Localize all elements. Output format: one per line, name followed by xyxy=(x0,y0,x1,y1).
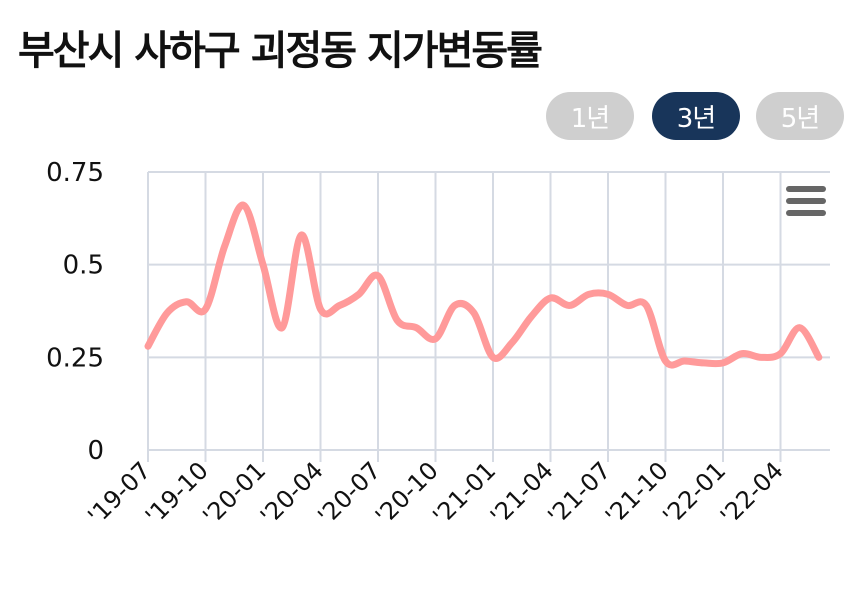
data-point xyxy=(164,310,170,316)
range-selector: 1년 3년 5년 xyxy=(0,92,860,142)
data-point xyxy=(758,354,764,360)
y-tick-label: 0.25 xyxy=(46,343,104,373)
x-tick-label: '19-07 xyxy=(82,456,156,530)
data-point xyxy=(605,291,611,297)
data-point xyxy=(318,306,324,312)
x-tick-label: '22-01 xyxy=(657,456,731,530)
data-point xyxy=(797,325,803,331)
data-point xyxy=(739,351,745,357)
hamburger-menu-icon[interactable] xyxy=(782,184,826,218)
data-point xyxy=(375,273,381,279)
data-point xyxy=(586,291,592,297)
data-point xyxy=(145,343,151,349)
x-tick-label: '21-10 xyxy=(600,456,674,530)
data-point xyxy=(701,360,707,366)
data-point xyxy=(298,232,304,238)
data-point xyxy=(394,317,400,323)
data-point xyxy=(682,358,688,364)
data-point xyxy=(433,336,439,342)
range-3-year-button[interactable]: 3년 xyxy=(652,92,740,140)
range-5-year-button[interactable]: 5년 xyxy=(756,92,844,140)
data-point xyxy=(490,354,496,360)
data-point xyxy=(279,325,285,331)
data-point xyxy=(720,360,726,366)
data-point xyxy=(356,291,362,297)
page-title: 부산시 사하구 괴정동 지가변동률 xyxy=(18,28,543,74)
data-point xyxy=(643,302,649,308)
data-point xyxy=(567,302,573,308)
x-tick-label: '21-04 xyxy=(485,456,559,530)
data-point xyxy=(413,325,419,331)
data-point xyxy=(663,358,669,364)
range-1-year-button[interactable]: 1년 xyxy=(546,92,634,140)
data-point xyxy=(203,306,209,312)
x-tick-label: '19-10 xyxy=(140,456,214,530)
data-point xyxy=(816,354,822,360)
y-tick-label: 0.75 xyxy=(46,158,104,188)
x-tick-label: '21-01 xyxy=(427,456,501,530)
data-point xyxy=(778,351,784,357)
data-point xyxy=(183,299,189,305)
data-point xyxy=(222,243,228,249)
data-point xyxy=(337,302,343,308)
x-tick-label: '20-01 xyxy=(197,456,271,530)
data-point xyxy=(528,314,534,320)
data-point xyxy=(548,295,554,301)
data-point xyxy=(452,302,458,308)
data-point xyxy=(241,202,247,208)
x-tick-label: '21-07 xyxy=(542,456,616,530)
data-point xyxy=(260,262,266,268)
series-line xyxy=(144,201,823,369)
data-point xyxy=(624,302,630,308)
x-tick-label: '20-04 xyxy=(255,456,329,530)
y-tick-label: 0 xyxy=(87,436,104,466)
x-tick-label: '22-04 xyxy=(715,456,789,530)
y-tick-label: 0.5 xyxy=(63,251,104,281)
data-point xyxy=(509,340,515,346)
x-tick-label: '20-10 xyxy=(370,456,444,530)
data-point xyxy=(471,310,477,316)
x-tick-label: '20-07 xyxy=(312,456,386,530)
